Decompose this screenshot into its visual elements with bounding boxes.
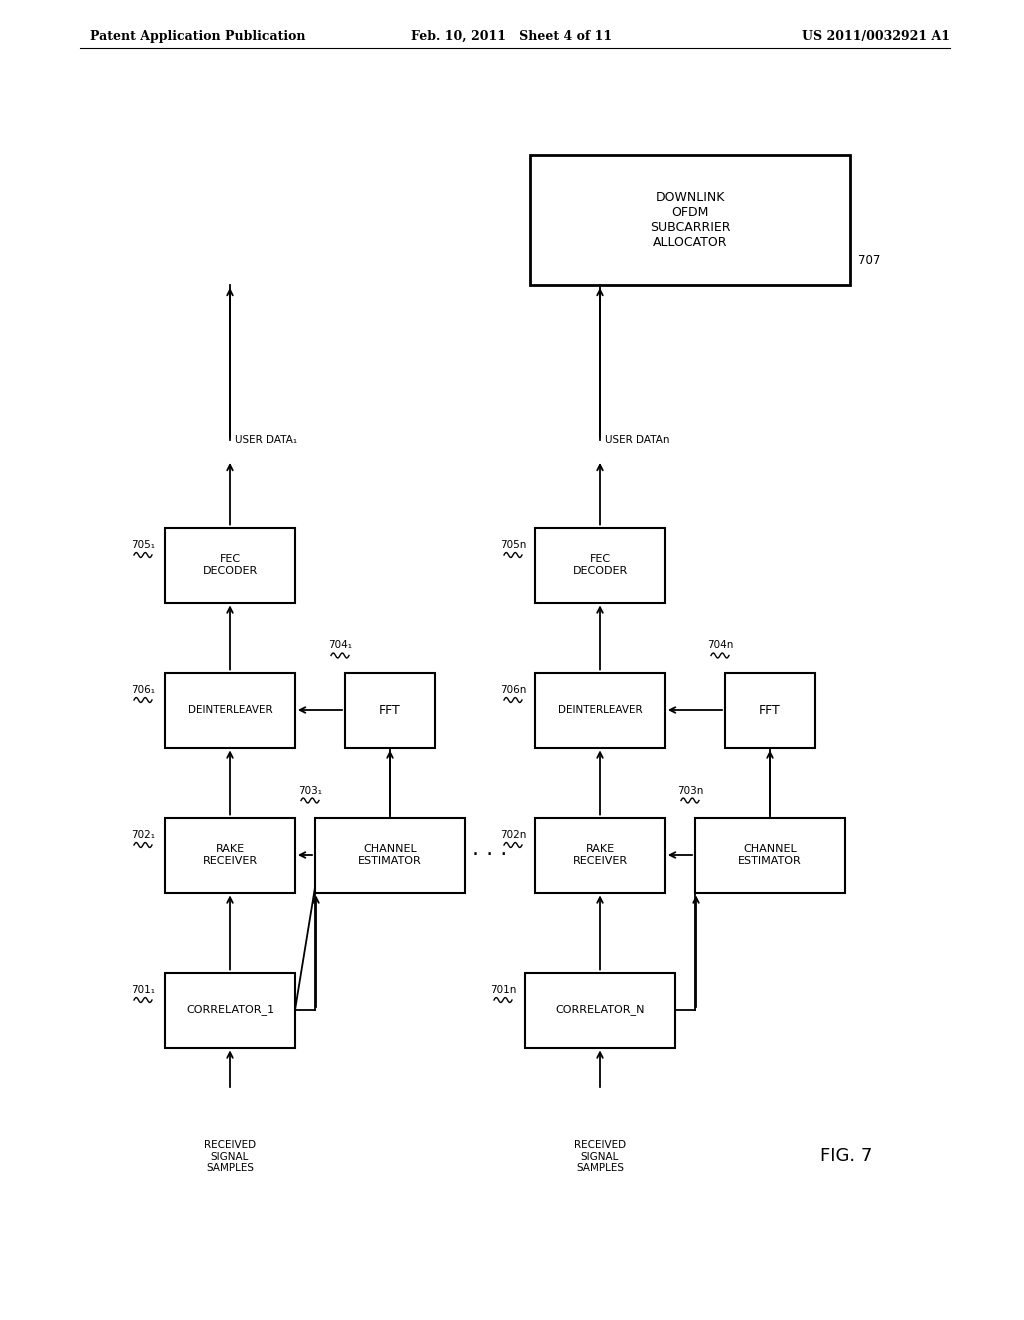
Text: CORRELATOR_1: CORRELATOR_1 (186, 1005, 274, 1015)
Text: RECEIVED
SIGNAL
SAMPLES: RECEIVED SIGNAL SAMPLES (573, 1140, 626, 1173)
Text: 702₁: 702₁ (131, 830, 155, 840)
Bar (525, 973, 675, 1048)
Bar (535, 528, 665, 602)
Bar (345, 672, 435, 747)
Text: 704₁: 704₁ (328, 640, 352, 651)
Bar (725, 672, 815, 747)
Text: US 2011/0032921 A1: US 2011/0032921 A1 (802, 30, 950, 44)
Bar (165, 672, 295, 747)
Text: DEINTERLEAVER: DEINTERLEAVER (187, 705, 272, 715)
Bar (165, 973, 295, 1048)
Bar (530, 154, 850, 285)
Bar (165, 528, 295, 602)
Bar (315, 817, 465, 892)
Text: 705n: 705n (500, 540, 526, 550)
Text: DOWNLINK
OFDM
SUBCARRIER
ALLOCATOR: DOWNLINK OFDM SUBCARRIER ALLOCATOR (650, 191, 730, 249)
Bar (695, 817, 845, 892)
Text: CHANNEL
ESTIMATOR: CHANNEL ESTIMATOR (358, 845, 422, 866)
Text: 703n: 703n (677, 785, 703, 796)
Text: RAKE
RECEIVER: RAKE RECEIVER (572, 845, 628, 866)
Text: Feb. 10, 2011   Sheet 4 of 11: Feb. 10, 2011 Sheet 4 of 11 (412, 30, 612, 44)
Bar (165, 817, 295, 892)
Text: 707: 707 (858, 253, 881, 267)
Text: 706n: 706n (500, 685, 526, 696)
Text: CORRELATOR_N: CORRELATOR_N (555, 1005, 645, 1015)
Text: · · ·: · · · (472, 845, 508, 865)
Text: CHANNEL
ESTIMATOR: CHANNEL ESTIMATOR (738, 845, 802, 866)
Text: USER DATAn: USER DATAn (605, 436, 670, 445)
Bar (535, 817, 665, 892)
Text: 701n: 701n (489, 985, 516, 995)
Bar (535, 672, 665, 747)
Text: 701₁: 701₁ (131, 985, 155, 995)
Text: RAKE
RECEIVER: RAKE RECEIVER (203, 845, 258, 866)
Text: 703₁: 703₁ (298, 785, 322, 796)
Text: FFT: FFT (759, 704, 781, 717)
Text: FEC
DECODER: FEC DECODER (203, 554, 258, 576)
Text: Patent Application Publication: Patent Application Publication (90, 30, 305, 44)
Text: 705₁: 705₁ (131, 540, 155, 550)
Text: FIG. 7: FIG. 7 (820, 1147, 872, 1166)
Text: USER DATA₁: USER DATA₁ (234, 436, 297, 445)
Text: RECEIVED
SIGNAL
SAMPLES: RECEIVED SIGNAL SAMPLES (204, 1140, 256, 1173)
Text: DEINTERLEAVER: DEINTERLEAVER (558, 705, 642, 715)
Text: 704n: 704n (707, 640, 733, 651)
Text: FFT: FFT (379, 704, 400, 717)
Text: 702n: 702n (500, 830, 526, 840)
Text: 706₁: 706₁ (131, 685, 155, 696)
Text: FEC
DECODER: FEC DECODER (572, 554, 628, 576)
